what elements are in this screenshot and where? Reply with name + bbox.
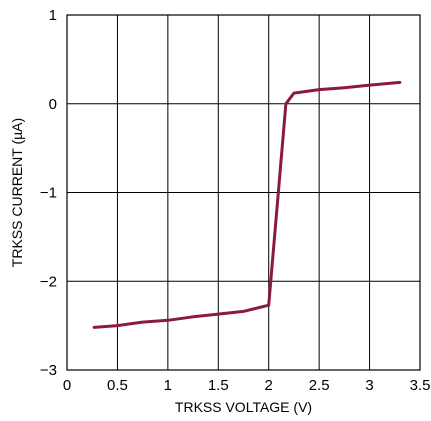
grid [66, 14, 421, 371]
x-tick-label: 1.5 [208, 377, 229, 394]
x-tick-label: 2 [265, 377, 273, 394]
x-tick-label: 3.5 [410, 377, 431, 394]
x-axis-label: TRKSS VOLTAGE (V) [175, 399, 312, 415]
x-tick-label: 2.5 [309, 377, 330, 394]
x-tick-label: 3 [365, 377, 373, 394]
y-axis-label: TRKSS CURRENT (µA) [9, 118, 25, 267]
y-tick-label: −1 [40, 185, 57, 202]
series-layer [92, 80, 402, 329]
y-tick-label: −3 [40, 362, 57, 379]
x-tick-label: 1 [164, 377, 172, 394]
y-tick-label: 1 [49, 7, 57, 24]
x-tick-labels: 0 0.5 1 1.5 2 2.5 3 3.5 [63, 377, 431, 394]
y-tick-label: 0 [49, 96, 57, 113]
x-tick-label: 0.5 [107, 377, 128, 394]
y-tick-labels: 1 0 −1 −2 −3 [40, 7, 57, 379]
series-line-0 [92, 80, 402, 329]
x-tick-label: 0 [63, 377, 71, 394]
plot-frame [66, 14, 421, 371]
y-tick-label: −2 [40, 273, 57, 290]
